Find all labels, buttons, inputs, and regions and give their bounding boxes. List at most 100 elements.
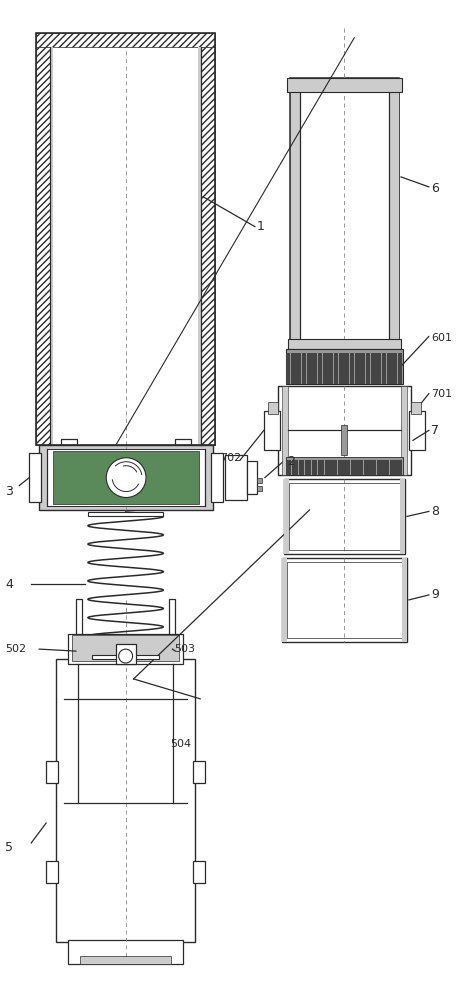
Bar [47, 449, 205, 506]
Bar [46, 861, 58, 883]
Bar [409, 411, 425, 450]
Text: 7: 7 [431, 424, 439, 437]
Bar [169, 599, 176, 649]
Bar [329, 353, 333, 384]
Bar [325, 460, 330, 475]
Bar [364, 460, 370, 475]
Bar [331, 460, 337, 475]
Bar [291, 353, 296, 384]
Bar [292, 460, 298, 475]
Bar [50, 47, 53, 445]
Text: 5: 5 [5, 841, 14, 854]
Bar [351, 460, 357, 475]
Bar [76, 599, 82, 649]
Bar [344, 460, 350, 475]
Bar [92, 655, 160, 659]
Bar [285, 353, 290, 384]
Text: 503: 503 [175, 644, 195, 654]
Text: 701: 701 [431, 389, 452, 399]
Bar [282, 558, 407, 642]
Bar [201, 47, 215, 445]
Bar [366, 353, 370, 384]
Bar [390, 460, 395, 475]
Text: 4: 4 [5, 578, 13, 591]
Bar [377, 460, 383, 475]
Bar [68, 634, 183, 664]
Bar [387, 353, 392, 384]
Text: 8: 8 [431, 505, 439, 518]
Bar [358, 460, 363, 475]
Bar [278, 386, 411, 475]
Bar [61, 439, 77, 445]
Bar [318, 353, 322, 384]
Bar [74, 647, 96, 659]
Bar [285, 457, 403, 475]
Bar [370, 460, 376, 475]
Bar [302, 353, 306, 384]
Bar [287, 78, 402, 92]
Bar [46, 761, 58, 783]
Bar [338, 460, 344, 475]
Bar [312, 460, 317, 475]
Text: 1: 1 [257, 220, 265, 233]
Bar [318, 460, 324, 475]
Text: 502: 502 [5, 644, 27, 654]
Bar [312, 353, 317, 384]
Bar [176, 439, 191, 445]
Bar [382, 353, 386, 384]
Bar [290, 78, 300, 341]
Bar [36, 47, 50, 445]
Bar [305, 460, 311, 475]
Text: 9: 9 [431, 588, 439, 601]
Bar [341, 425, 347, 455]
Bar [289, 483, 400, 550]
Bar [39, 445, 213, 510]
Bar [288, 339, 401, 349]
Bar [360, 353, 365, 384]
Bar [225, 455, 247, 500]
Bar [72, 635, 179, 661]
Bar [350, 353, 354, 384]
Bar [268, 402, 278, 414]
Bar [334, 353, 338, 384]
Bar [29, 453, 41, 502]
Bar [401, 386, 407, 475]
Bar [80, 956, 171, 964]
Bar [402, 558, 407, 642]
Bar [411, 402, 421, 414]
Bar [383, 460, 389, 475]
Bar [355, 353, 359, 384]
Text: 702: 702 [220, 453, 241, 463]
Bar [53, 451, 199, 504]
Bar [36, 33, 215, 47]
Bar [400, 479, 405, 554]
Bar [193, 761, 205, 783]
Bar [68, 940, 183, 964]
Bar [284, 479, 289, 554]
Bar [396, 460, 402, 475]
Text: 6: 6 [431, 182, 439, 195]
Bar [371, 353, 375, 384]
Bar [285, 460, 292, 475]
Bar [88, 512, 163, 516]
Bar [56, 659, 195, 942]
Bar [307, 353, 312, 384]
Bar [264, 411, 280, 450]
Text: 504: 504 [170, 739, 191, 749]
Bar [247, 461, 257, 494]
Text: 3: 3 [5, 485, 13, 498]
Bar [287, 562, 402, 638]
Bar [299, 460, 305, 475]
Bar [282, 558, 287, 642]
Bar [36, 33, 215, 445]
Bar [193, 861, 205, 883]
Bar [392, 353, 397, 384]
Bar [344, 353, 349, 384]
Text: 601: 601 [431, 333, 452, 343]
Bar [155, 647, 177, 659]
Bar [116, 644, 136, 664]
Bar [296, 353, 301, 384]
Circle shape [119, 649, 132, 663]
Bar [323, 353, 328, 384]
Bar [285, 349, 403, 384]
